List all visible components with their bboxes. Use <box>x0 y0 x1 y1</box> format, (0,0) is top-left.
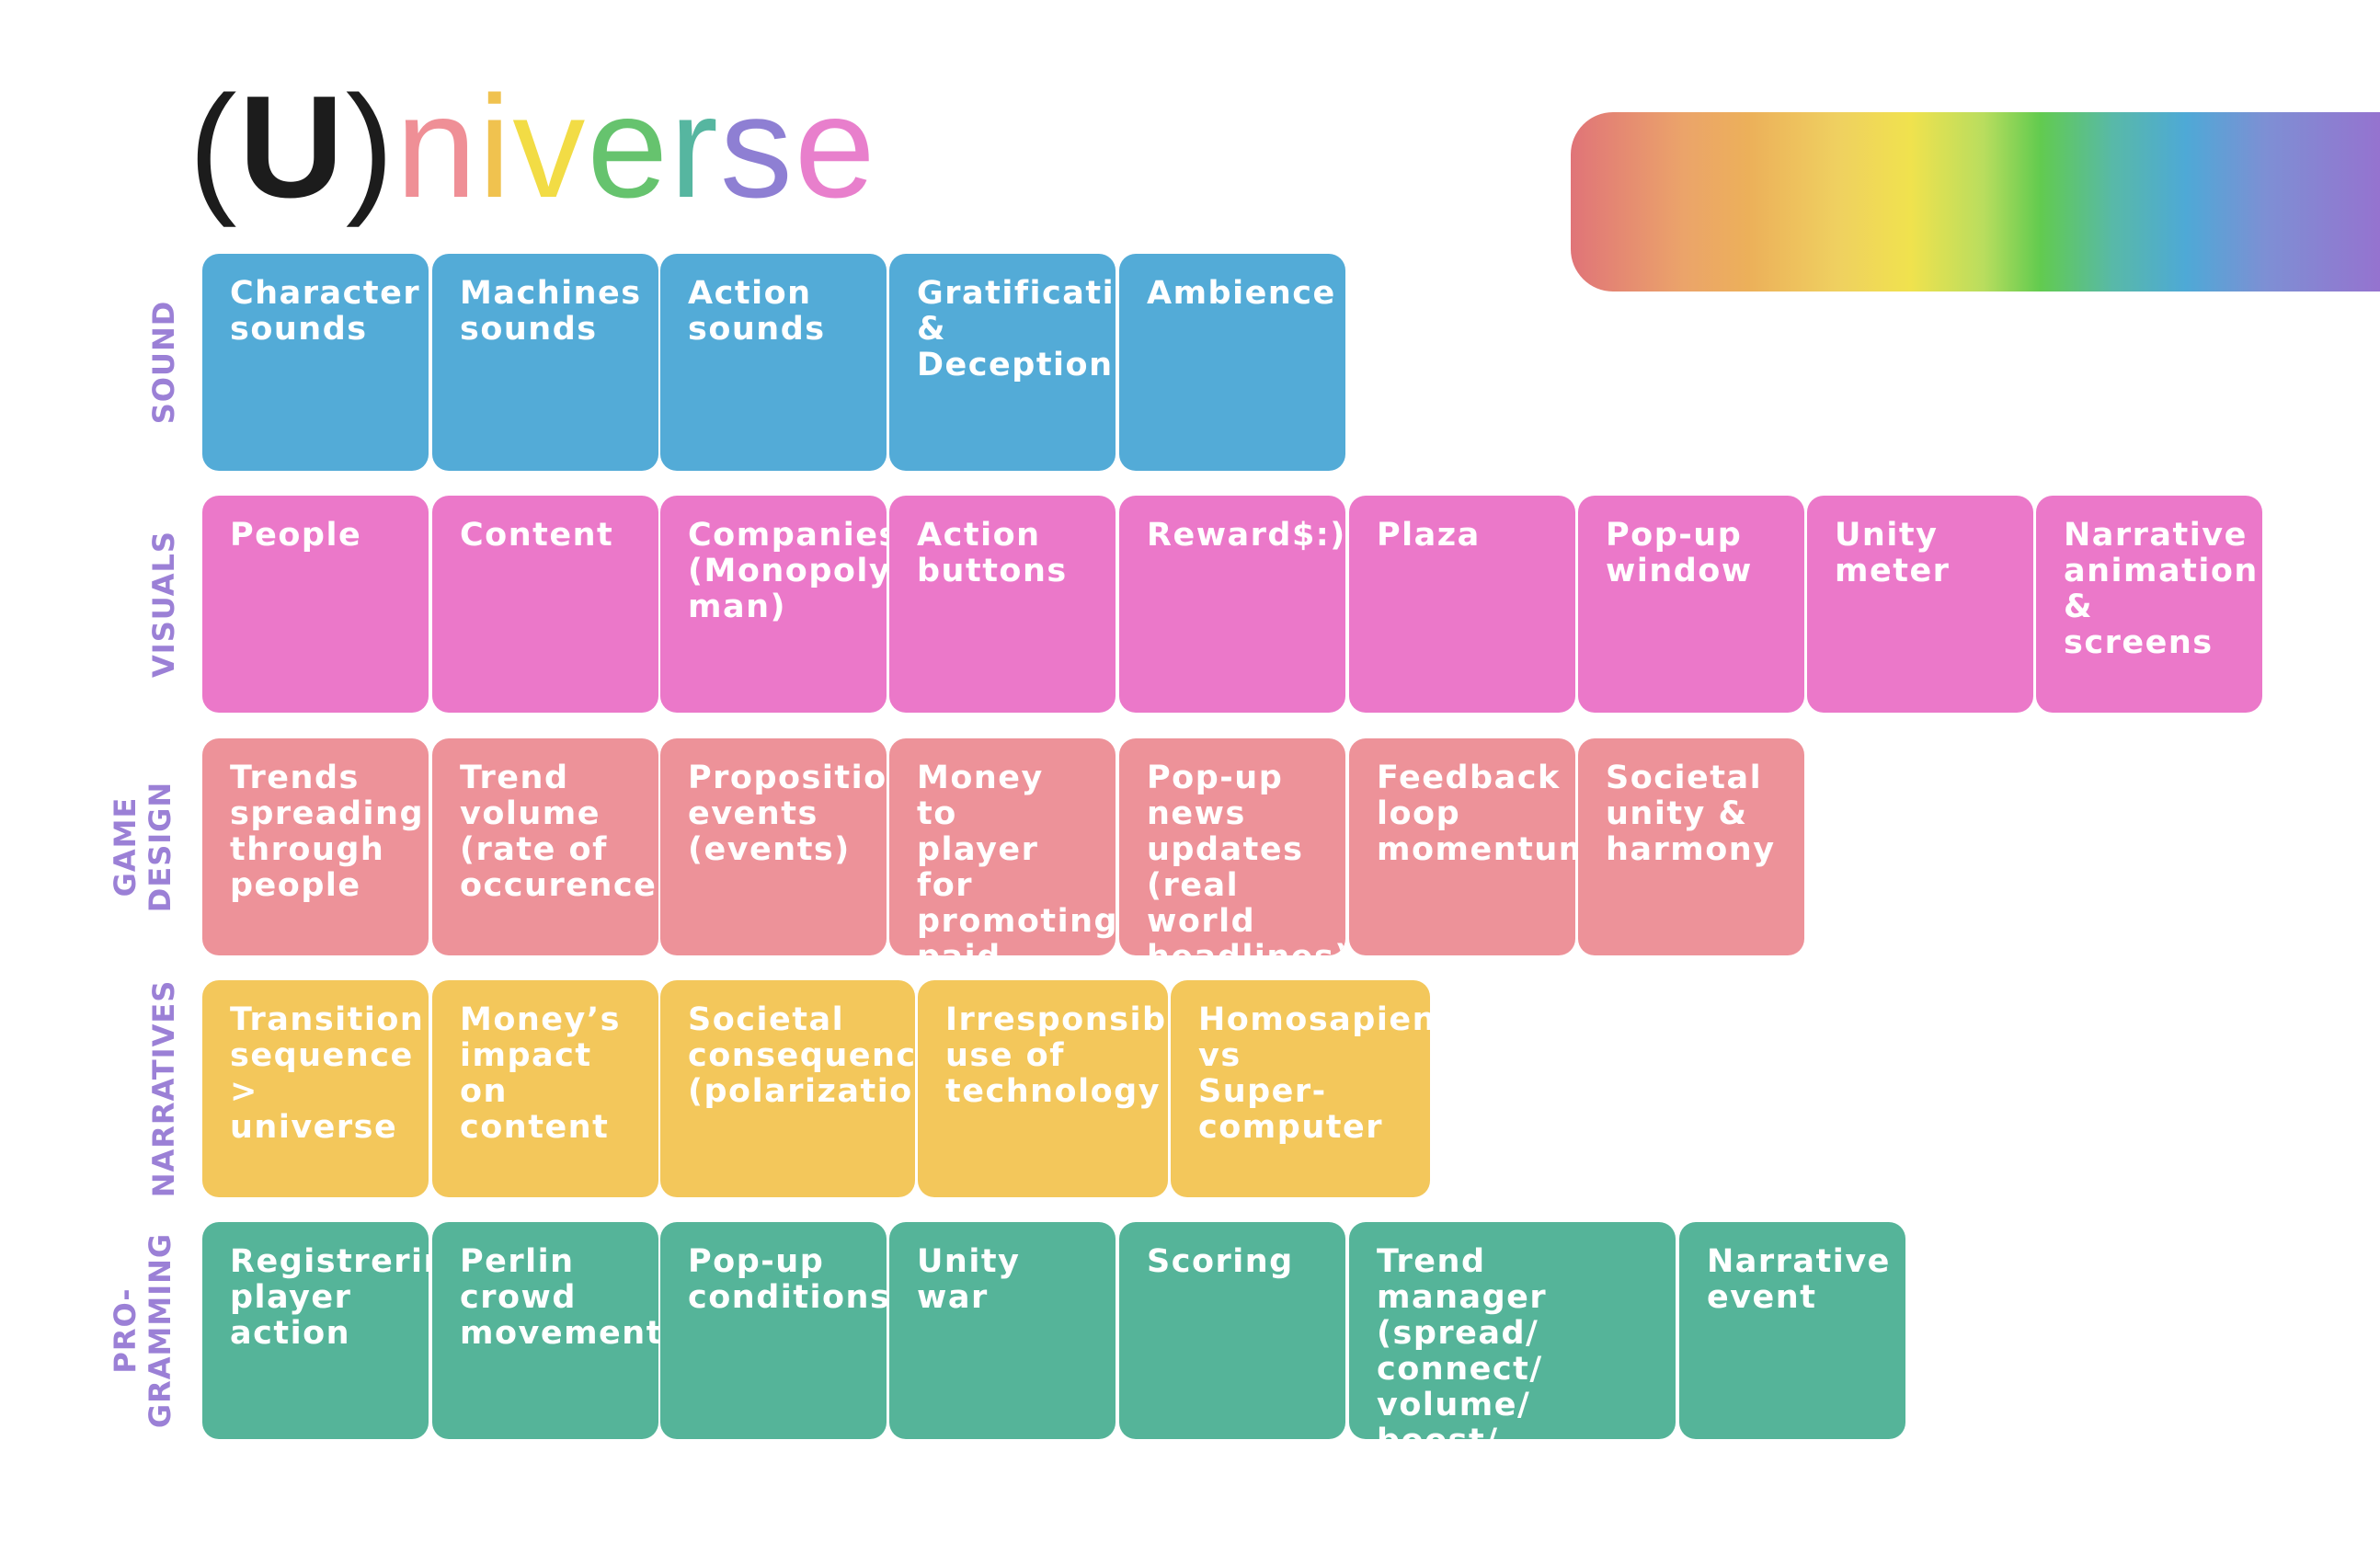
logo-letter: e <box>587 66 670 228</box>
logo-u: U <box>238 66 346 228</box>
game-design-card: Feedback loop momentum <box>1349 738 1575 955</box>
logo-letter: v <box>512 66 588 228</box>
rainbow-gradient-bar <box>1571 112 2380 291</box>
programming-card: Trend manager (spread/ connect/ volume/ … <box>1349 1222 1676 1439</box>
row-label-visuals: VISUALS <box>146 531 181 678</box>
row-label-line: DESIGN <box>143 781 177 913</box>
game-design-card: Money to player for promoting paid conte… <box>889 738 1116 955</box>
visuals-card: Pop-up window <box>1578 496 1804 713</box>
row-label-line: GAME <box>108 796 143 897</box>
visuals-card: Action buttons <box>889 496 1116 713</box>
narratives-card: Transition sequence > universe <box>202 980 429 1197</box>
visuals-card: Plaza <box>1349 496 1575 713</box>
narratives-card: Money’s impact on content <box>432 980 658 1197</box>
narratives-card: Societal consequences (polarization) <box>660 980 915 1197</box>
sound-card: Character sounds <box>202 254 429 471</box>
sound-card: Action sounds <box>660 254 887 471</box>
logo-letter: e <box>794 66 877 228</box>
row-label-sound: SOUND <box>146 301 181 425</box>
row-label-line: NARRATIVES <box>146 979 181 1198</box>
row-label-narratives: NARRATIVES <box>146 980 181 1198</box>
game-design-card: Pop-up news updates (real world headline… <box>1119 738 1345 955</box>
logo-paren-open: ( <box>189 66 239 228</box>
row-label-programming: PRO- GRAMMING <box>108 1233 177 1428</box>
game-design-card: Trends spreading through people <box>202 738 429 955</box>
visuals-card: Reward$:) <box>1119 496 1345 713</box>
programming-card: Unity war <box>889 1222 1116 1439</box>
universe-logo: (U)niverse <box>189 46 877 248</box>
narratives-card: Homosapien vs Super- computer <box>1171 980 1430 1197</box>
sound-card: Ambience <box>1119 254 1345 471</box>
programming-card: Perlin crowd movement <box>432 1222 658 1439</box>
row-label-line: GRAMMING <box>143 1232 177 1429</box>
visuals-card: Narrative animation & screens <box>2036 496 2262 713</box>
row-label-line: PRO- <box>108 1287 143 1374</box>
visuals-card: Content <box>432 496 658 713</box>
row-label-game-design: GAME DESIGN <box>108 782 177 912</box>
logo-paren-close: ) <box>345 66 396 228</box>
programming-card: Registrering player action <box>202 1222 429 1439</box>
programming-card: Scoring <box>1119 1222 1345 1439</box>
programming-card: Pop-up conditions <box>660 1222 887 1439</box>
narratives-card: Irresponsible use of technology <box>918 980 1168 1197</box>
game-design-card: Trend volume (rate of occurence) <box>432 738 658 955</box>
logo-letter: i <box>478 66 513 228</box>
game-design-card: Proposition events (events) <box>660 738 887 955</box>
sound-card: Gratification & Deception <box>889 254 1116 471</box>
row-label-line: VISUALS <box>146 531 181 678</box>
row-label-line: SOUND <box>146 300 181 425</box>
logo-letter: r <box>669 66 720 228</box>
programming-card: Narrative event <box>1679 1222 1905 1439</box>
logo-letter: n <box>395 66 479 228</box>
sound-card: Machines sounds <box>432 254 658 471</box>
game-design-card: Societal unity & harmony <box>1578 738 1804 955</box>
logo-letters: niverse <box>395 66 876 228</box>
visuals-card: Companies (Monopoly man) <box>660 496 887 713</box>
visuals-card: People <box>202 496 429 713</box>
logo-letter: s <box>719 66 795 228</box>
visuals-card: Unity meter <box>1807 496 2033 713</box>
